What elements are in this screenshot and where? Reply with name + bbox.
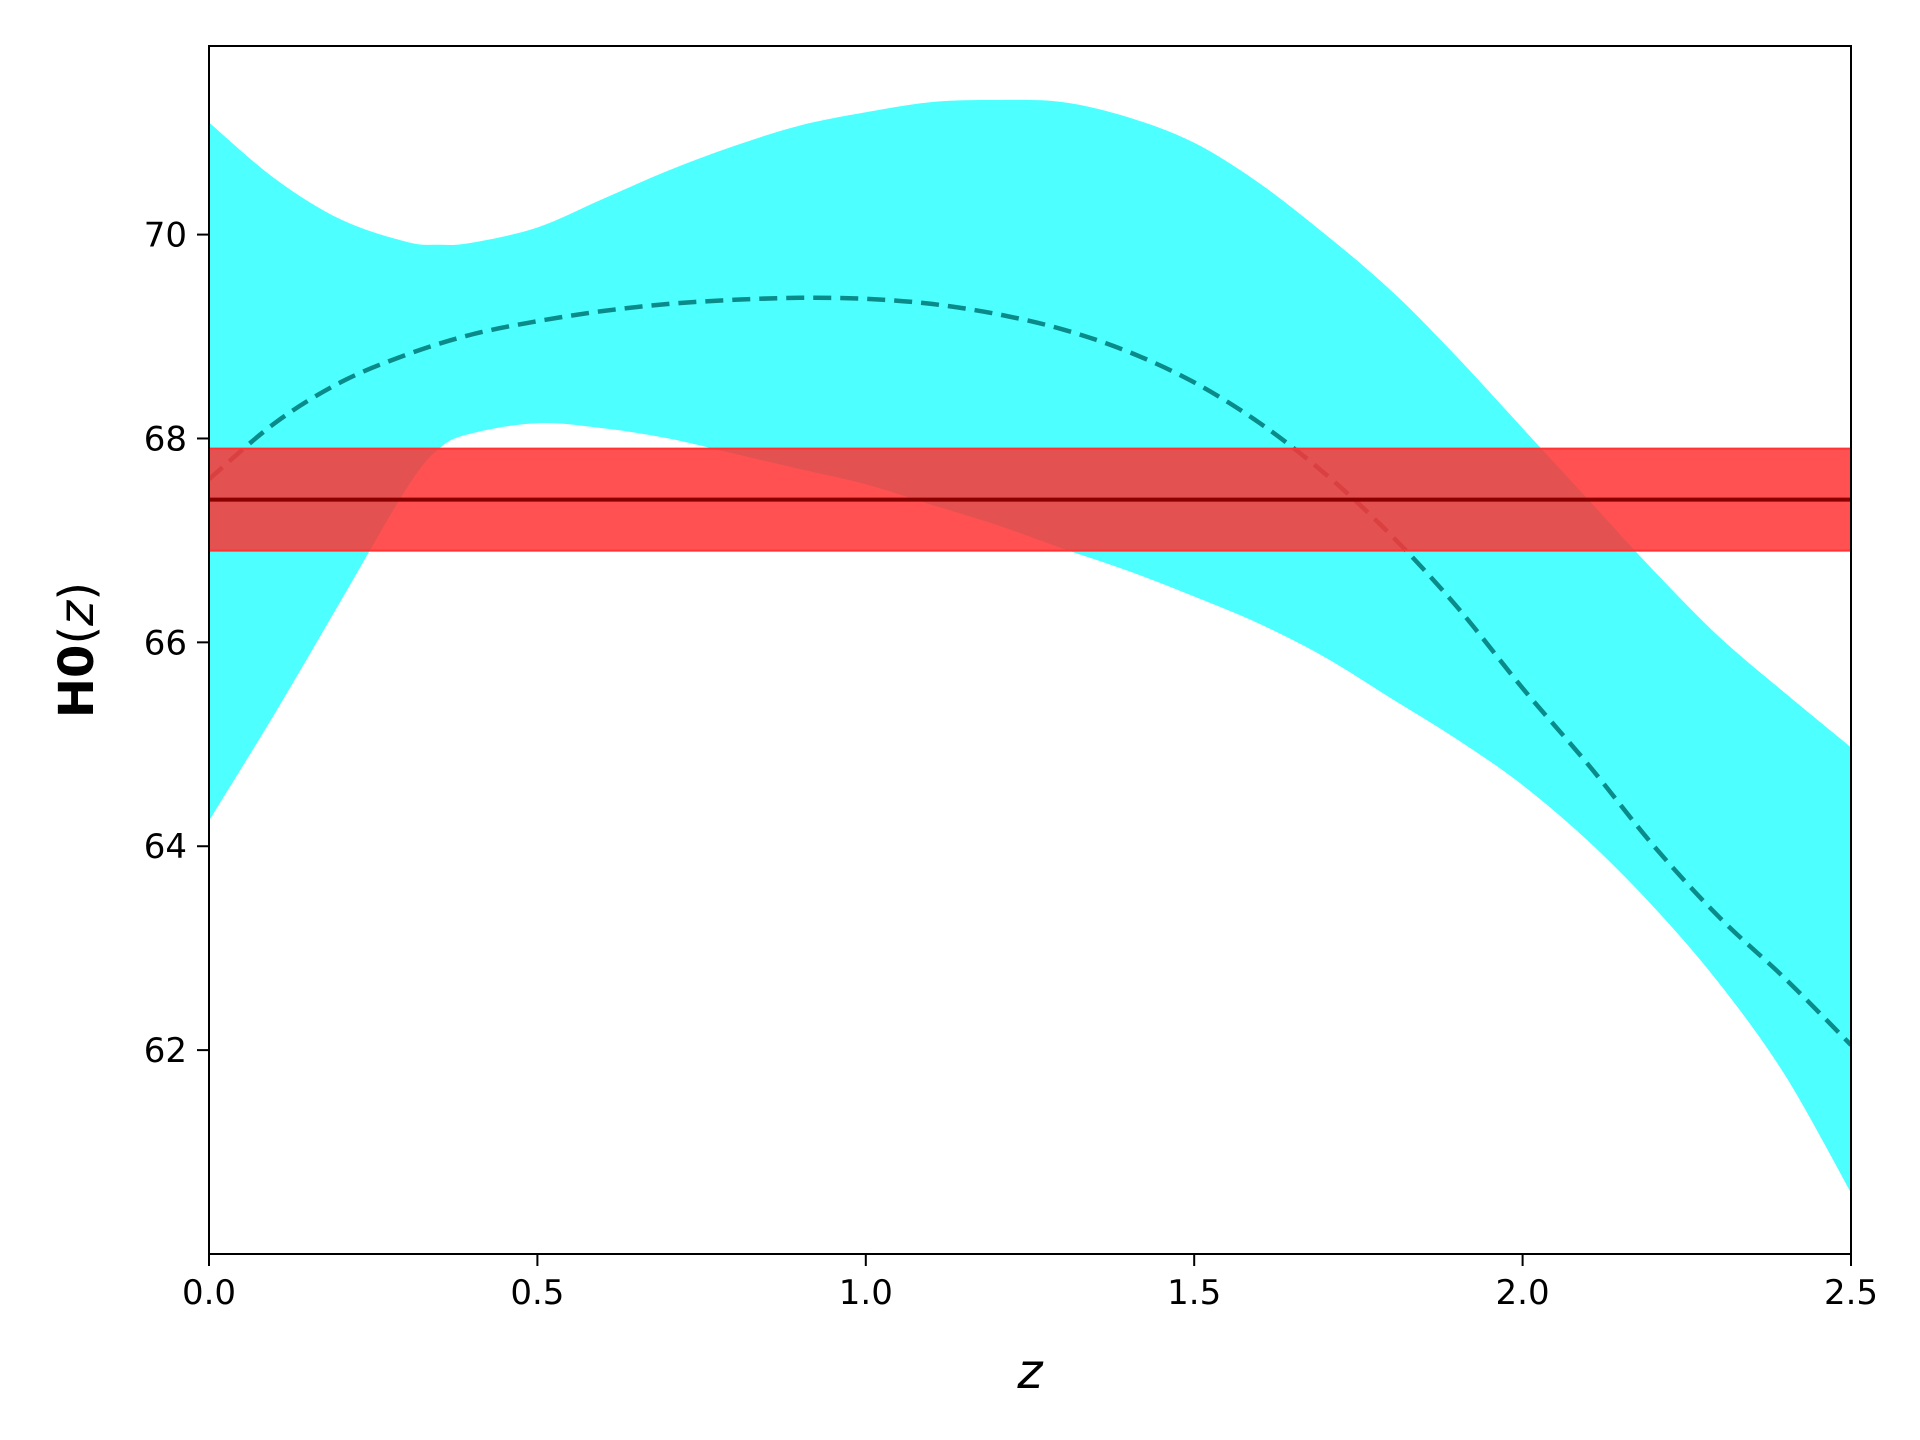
x-axis-label: z	[1016, 1344, 1044, 1400]
y-tick-label: 64	[144, 827, 187, 867]
reconstruction-mean-line	[209, 295, 1851, 1047]
y-tick-label: 66	[144, 623, 187, 663]
x-tick-label: 1.5	[1167, 1273, 1221, 1313]
y-tick-label: 68	[144, 419, 187, 459]
y-tick-label: 62	[144, 1031, 187, 1071]
plot-area	[209, 99, 1851, 1193]
x-axis: 0.0 0.5 1.0 1.5 2.0 2.5	[182, 1254, 1878, 1313]
x-tick-label: 0.0	[182, 1273, 236, 1313]
x-axis-label-var: z	[1016, 1344, 1044, 1400]
x-tick-label: 2.0	[1496, 1273, 1550, 1313]
plot-frame	[208, 45, 1852, 1255]
y-tick-label: 70	[144, 216, 187, 256]
x-tick-label: 2.5	[1824, 1273, 1878, 1313]
y-axis-label-main: H0	[49, 645, 105, 719]
y-axis: 62 64 66 68 70	[144, 216, 209, 1071]
x-tick-label: 1.0	[839, 1273, 893, 1313]
y-axis-label-var: z	[49, 599, 105, 627]
y-axis-label: H0(z)	[49, 582, 105, 718]
reconstruction-band	[209, 99, 1851, 1193]
x-tick-label: 0.5	[510, 1273, 564, 1313]
